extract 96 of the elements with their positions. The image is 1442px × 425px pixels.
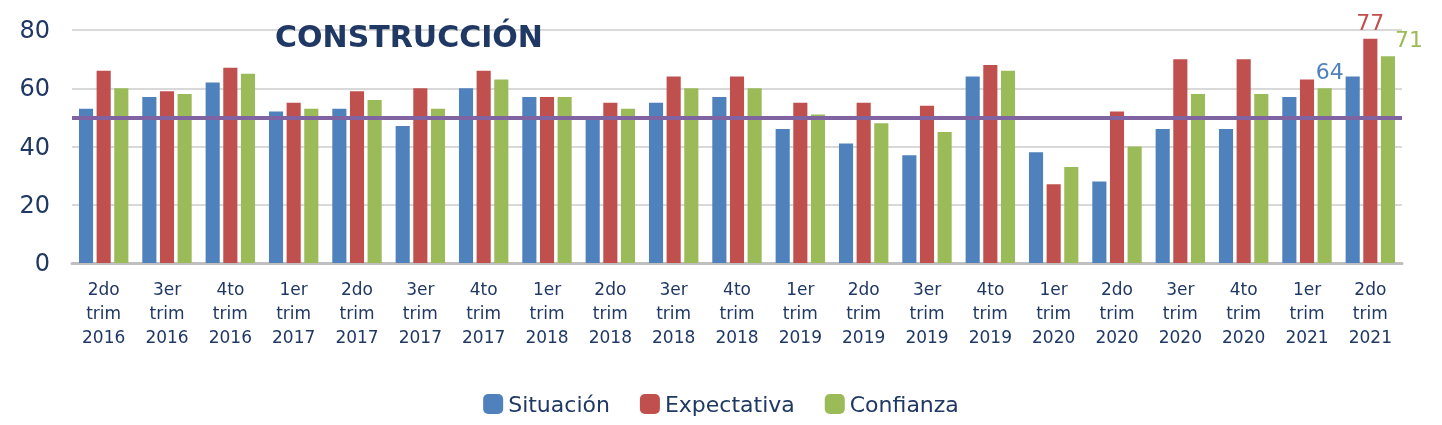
bar <box>458 88 474 263</box>
x-tick-label: 1er trim 2020 <box>1032 279 1076 347</box>
x-tick-label: 2do trim 2018 <box>588 279 632 347</box>
bar <box>304 108 319 263</box>
bar <box>983 64 998 263</box>
x-tick-label: 4to trim 2016 <box>208 279 252 347</box>
bar <box>1345 76 1360 263</box>
bar <box>1317 88 1332 263</box>
bar <box>205 82 220 263</box>
data-label: 77 <box>1356 10 1385 36</box>
x-tick-label: 3er trim 2016 <box>145 279 189 347</box>
x-tick-label: 3er trim 2017 <box>398 279 442 347</box>
bar <box>413 88 428 263</box>
y-tick-label: 80 <box>19 16 50 44</box>
legend-label: Expectativa <box>664 391 795 417</box>
bar <box>729 76 745 263</box>
bar <box>286 102 301 263</box>
bar <box>1218 129 1234 263</box>
bar <box>430 108 446 263</box>
bar <box>838 143 854 263</box>
bar <box>539 96 555 263</box>
data-label: 64 <box>1315 59 1344 85</box>
bar <box>367 99 382 263</box>
bar <box>395 126 410 263</box>
x-tick-label: 4to trim 2018 <box>715 279 759 347</box>
y-tick-label: 0 <box>34 249 50 277</box>
bar <box>1190 94 1206 263</box>
bar <box>712 96 727 263</box>
bar <box>332 108 347 263</box>
y-tick-label: 60 <box>19 74 50 103</box>
y-tick-label: 40 <box>19 132 50 161</box>
bar <box>1109 111 1125 263</box>
bar <box>177 94 192 263</box>
bar <box>747 88 762 263</box>
bar <box>793 102 808 263</box>
bar <box>684 88 699 263</box>
bar <box>1236 59 1251 263</box>
x-tick-label: 2do trim 2019 <box>842 279 886 347</box>
x-tick-label: 3er trim 2018 <box>652 279 696 347</box>
x-tick-label: 1er trim 2021 <box>1285 279 1329 347</box>
bar <box>666 76 681 263</box>
bar <box>775 129 790 263</box>
bar <box>902 155 917 263</box>
bar <box>1155 129 1170 263</box>
chart-title: CONSTRUCCIÓN <box>275 17 543 54</box>
x-tick-label: 4to trim 2017 <box>462 279 506 347</box>
bar <box>965 76 980 263</box>
x-tick-label: 2do trim 2021 <box>1348 279 1392 347</box>
bar <box>1254 94 1269 263</box>
x-tick-label: 4to trim 2020 <box>1222 279 1266 347</box>
x-tick-label: 3er trim 2019 <box>905 279 949 347</box>
bar <box>620 108 636 263</box>
bar <box>349 91 365 263</box>
bar <box>648 102 664 263</box>
x-tick-label: 3er trim 2020 <box>1158 279 1202 347</box>
bar <box>937 131 952 263</box>
x-tick-label: 1er trim 2017 <box>272 279 316 347</box>
bar <box>1299 79 1315 263</box>
bar <box>1046 184 1061 263</box>
bar <box>1092 181 1107 263</box>
x-tick-label: 2do trim 2017 <box>335 279 379 347</box>
bar <box>522 96 537 263</box>
x-tick-label: 2do trim 2016 <box>82 279 126 347</box>
x-tick-label: 1er trim 2019 <box>778 279 822 347</box>
bar <box>159 91 175 263</box>
bar <box>142 96 157 263</box>
x-tick-label: 1er trim 2018 <box>525 279 569 347</box>
bar <box>1380 56 1396 263</box>
bar <box>96 70 111 263</box>
x-tick-label: 4to trim 2019 <box>968 279 1012 347</box>
x-tick-label: 2do trim 2020 <box>1095 279 1139 347</box>
bar <box>856 102 871 263</box>
bar <box>585 117 600 263</box>
bar <box>874 123 889 263</box>
bar <box>603 102 618 263</box>
bar <box>1000 70 1016 263</box>
bar <box>810 114 826 263</box>
bar <box>114 88 129 263</box>
bar <box>494 79 509 263</box>
bar <box>268 111 284 263</box>
bar <box>223 67 238 263</box>
bar <box>78 108 94 263</box>
y-tick-label: 20 <box>19 190 50 219</box>
data-label: 71 <box>1395 26 1424 52</box>
bar <box>240 73 256 263</box>
bar <box>1363 38 1378 263</box>
bar <box>1127 146 1142 263</box>
bar <box>476 70 491 263</box>
bar <box>1064 166 1079 263</box>
bar <box>1282 96 1297 263</box>
bar <box>557 96 572 263</box>
bar <box>1173 59 1188 263</box>
legend-label: Confianza <box>849 391 959 417</box>
bar <box>1028 152 1044 263</box>
bar <box>919 105 935 263</box>
legend-label: Situación <box>508 391 610 417</box>
